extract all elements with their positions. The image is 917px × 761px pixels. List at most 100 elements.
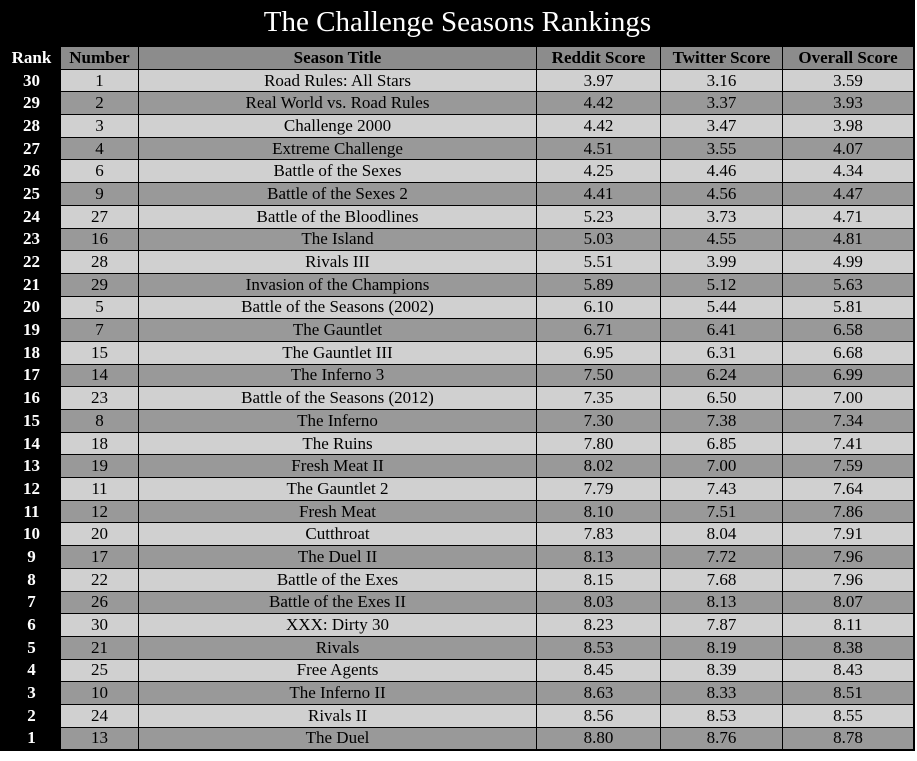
header-row: Rank Number Season Title Reddit Score Tw…: [2, 46, 914, 70]
overall-score-cell: 4.07: [782, 136, 914, 161]
number-cell: 28: [60, 250, 139, 274]
rank-cell: 22: [2, 250, 61, 274]
number-cell: 18: [60, 431, 139, 456]
rank-cell: 13: [2, 454, 61, 479]
table-row: 24 27 Battle of the Bloodlines 5.23 3.73 4.71: [2, 204, 914, 229]
season-title-cell: Cutthroat: [138, 522, 537, 547]
reddit-score-cell: 8.80: [536, 726, 661, 751]
overall-score-cell: 8.78: [782, 726, 914, 751]
rank-cell: 21: [2, 272, 61, 297]
column-header-season-title: Season Title: [138, 46, 537, 70]
table-row: 4 25 Free Agents 8.45 8.39 8.43: [2, 658, 914, 683]
twitter-score-cell: 5.12: [660, 272, 783, 297]
table-row: 10 20 Cutthroat 7.83 8.04 7.91: [2, 522, 914, 547]
overall-score-cell: 8.43: [782, 658, 914, 683]
season-title-cell: The Gauntlet 2: [138, 477, 537, 501]
reddit-score-cell: 6.71: [536, 318, 661, 342]
table-row: 5 21 Rivals 8.53 8.19 8.38: [2, 635, 914, 660]
twitter-score-cell: 8.76: [660, 726, 783, 751]
number-cell: 9: [60, 182, 139, 206]
overall-score-cell: 7.59: [782, 454, 914, 479]
table-row: 11 12 Fresh Meat 8.10 7.51 7.86: [2, 499, 914, 524]
rank-cell: 17: [2, 363, 61, 388]
season-title-cell: Battle of the Exes II: [138, 590, 537, 615]
season-title-cell: Real World vs. Road Rules: [138, 91, 537, 116]
season-title-cell: Battle of the Bloodlines: [138, 204, 537, 229]
twitter-score-cell: 6.50: [660, 386, 783, 410]
overall-score-cell: 7.96: [782, 545, 914, 569]
number-cell: 6: [60, 159, 139, 184]
number-cell: 12: [60, 499, 139, 524]
rank-cell: 8: [2, 567, 61, 592]
rank-cell: 24: [2, 204, 61, 229]
column-header-twitter-score: Twitter Score: [660, 46, 783, 70]
table-row: 18 15 The Gauntlet III 6.95 6.31 6.68: [2, 340, 914, 365]
number-cell: 30: [60, 613, 139, 637]
overall-score-cell: 4.47: [782, 182, 914, 206]
table-row: 2 24 Rivals II 8.56 8.53 8.55: [2, 703, 914, 728]
column-header-number: Number: [60, 46, 139, 70]
table-row: 8 22 Battle of the Exes 8.15 7.68 7.96: [2, 567, 914, 592]
table-row: 6 30 XXX: Dirty 30 8.23 7.87 8.11: [2, 613, 914, 637]
overall-score-cell: 3.98: [782, 114, 914, 138]
number-cell: 3: [60, 114, 139, 138]
number-cell: 5: [60, 295, 139, 320]
rank-cell: 23: [2, 227, 61, 252]
rank-cell: 11: [2, 499, 61, 524]
season-title-cell: The Gauntlet III: [138, 340, 537, 365]
reddit-score-cell: 4.51: [536, 136, 661, 161]
reddit-score-cell: 8.15: [536, 567, 661, 592]
column-header-rank: Rank: [2, 46, 61, 70]
reddit-score-cell: 6.95: [536, 340, 661, 365]
rank-cell: 26: [2, 159, 61, 184]
twitter-score-cell: 6.41: [660, 318, 783, 342]
number-cell: 2: [60, 91, 139, 116]
table-row: 20 5 Battle of the Seasons (2002) 6.10 5.44 5…: [2, 295, 914, 320]
table-row: 14 18 The Ruins 7.80 6.85 7.41: [2, 431, 914, 456]
season-title-cell: Rivals II: [138, 703, 537, 728]
reddit-score-cell: 6.10: [536, 295, 661, 320]
table-row: 7 26 Battle of the Exes II 8.03 8.13 8.07: [2, 590, 914, 615]
rank-cell: 9: [2, 545, 61, 569]
table-row: 28 3 Challenge 2000 4.42 3.47 3.98: [2, 114, 914, 138]
twitter-score-cell: 8.53: [660, 703, 783, 728]
season-title-cell: Fresh Meat II: [138, 454, 537, 479]
season-title-cell: Rivals III: [138, 250, 537, 274]
rankings-table: Rank Number Season Title Reddit Score Tw…: [2, 46, 914, 751]
overall-score-cell: 8.51: [782, 681, 914, 705]
overall-score-cell: 4.81: [782, 227, 914, 252]
number-cell: 25: [60, 658, 139, 683]
number-cell: 7: [60, 318, 139, 342]
rank-cell: 29: [2, 91, 61, 116]
rank-cell: 16: [2, 386, 61, 410]
reddit-score-cell: 5.89: [536, 272, 661, 297]
season-title-cell: Battle of the Sexes: [138, 159, 537, 184]
season-title-cell: The Inferno: [138, 409, 537, 433]
season-title-cell: Battle of the Exes: [138, 567, 537, 592]
rank-cell: 20: [2, 295, 61, 320]
number-cell: 1: [60, 68, 139, 93]
twitter-score-cell: 7.51: [660, 499, 783, 524]
reddit-score-cell: 7.79: [536, 477, 661, 501]
twitter-score-cell: 8.33: [660, 681, 783, 705]
rank-cell: 18: [2, 340, 61, 365]
table-body: 30 1 Road Rules: All Stars 3.97 3.16 3.59 29 2 R…: [2, 68, 914, 751]
reddit-score-cell: 4.42: [536, 114, 661, 138]
twitter-score-cell: 7.38: [660, 409, 783, 433]
season-title-cell: Battle of the Seasons (2012): [138, 386, 537, 410]
table-row: 25 9 Battle of the Sexes 2 4.41 4.56 4.47: [2, 182, 914, 206]
season-title-cell: The Island: [138, 227, 537, 252]
twitter-score-cell: 5.44: [660, 295, 783, 320]
number-cell: 13: [60, 726, 139, 751]
reddit-score-cell: 7.35: [536, 386, 661, 410]
rank-cell: 10: [2, 522, 61, 547]
overall-score-cell: 7.64: [782, 477, 914, 501]
table-row: 19 7 The Gauntlet 6.71 6.41 6.58: [2, 318, 914, 342]
number-cell: 16: [60, 227, 139, 252]
overall-score-cell: 7.00: [782, 386, 914, 410]
number-cell: 23: [60, 386, 139, 410]
season-title-cell: Road Rules: All Stars: [138, 68, 537, 93]
season-title-cell: The Duel II: [138, 545, 537, 569]
number-cell: 8: [60, 409, 139, 433]
